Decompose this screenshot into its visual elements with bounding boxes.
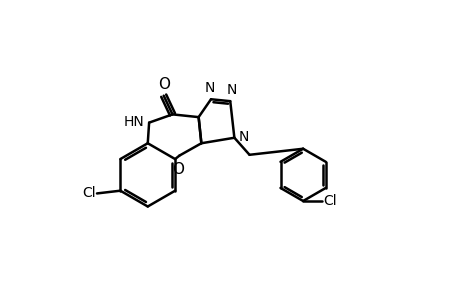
Text: HN: HN bbox=[123, 115, 144, 128]
Text: O: O bbox=[172, 162, 184, 177]
Text: N: N bbox=[226, 83, 236, 97]
Text: O: O bbox=[157, 77, 169, 92]
Text: N: N bbox=[238, 130, 249, 144]
Text: Cl: Cl bbox=[82, 186, 95, 200]
Text: Cl: Cl bbox=[323, 194, 336, 208]
Text: N: N bbox=[204, 81, 215, 95]
